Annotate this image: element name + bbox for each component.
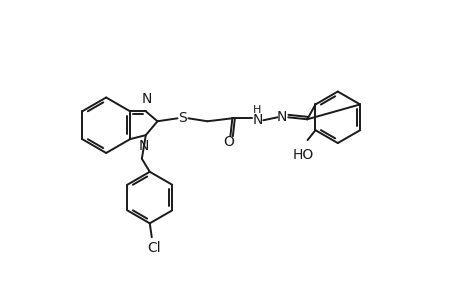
Text: H: H xyxy=(252,105,261,115)
Text: N: N xyxy=(276,110,287,124)
Text: O: O xyxy=(223,135,233,149)
Text: S: S xyxy=(178,111,186,125)
Text: HO: HO xyxy=(292,148,313,162)
Text: N: N xyxy=(138,139,149,153)
Text: N: N xyxy=(252,113,262,127)
Text: Cl: Cl xyxy=(146,241,160,255)
Text: N: N xyxy=(141,92,151,106)
